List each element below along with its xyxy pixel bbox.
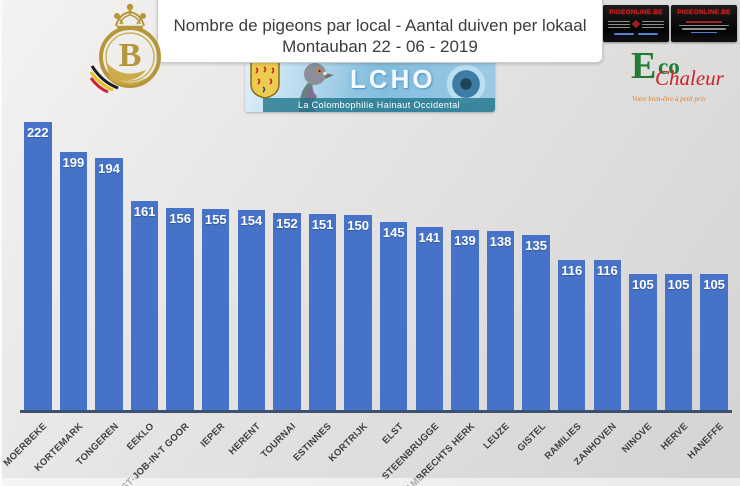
- banner-text-block: [608, 19, 630, 30]
- bar-slot: 116: [554, 122, 590, 410]
- bar: 150: [344, 215, 372, 410]
- bar-slot: 155: [198, 122, 234, 410]
- bar-value-label: 199: [62, 154, 85, 170]
- bar-chart-plot-area: 222 199 194 161 156 155 154 152 151 150 145 141 139 1…: [20, 122, 732, 413]
- chart-title: Nombre de pigeons par local - Aantal dui…: [173, 16, 587, 35]
- banner-text-block: [642, 19, 664, 30]
- bar-slot: 105: [696, 122, 732, 410]
- x-axis-labels: MOERBEKE KORTEMARK TONGEREN EEKLO ST-JOB-IN-…: [1, 421, 726, 486]
- lcho-club-banner: LCHO La Colombophilie Hainaut Occidental: [245, 57, 495, 112]
- bar-slot: 194: [91, 122, 127, 410]
- bar-value-label: 155: [204, 211, 227, 227]
- bar: 105: [664, 273, 693, 410]
- eco-logo-tagline: Votre bien-être à petit prix: [632, 95, 706, 103]
- bar: 141: [415, 227, 444, 410]
- bar-slot: 105: [625, 122, 661, 410]
- banner-text-block: [671, 16, 737, 33]
- bar-slot: 105: [661, 122, 697, 410]
- bar-value-label: 156: [169, 210, 192, 226]
- bar-slot: 145: [376, 122, 412, 410]
- sponsor-banner-pigeonline-1: PIGEONLINE.BE: [603, 5, 669, 42]
- hainaut-shield-icon: [250, 61, 280, 99]
- bar-slot: 152: [269, 122, 305, 410]
- chart-subtitle: Montauban 22 - 06 - 2019: [282, 37, 478, 56]
- bar-value-label: 138: [489, 233, 512, 249]
- bar: 222: [24, 122, 52, 410]
- bar-slot: 116: [590, 122, 626, 410]
- bar-slot: 151: [305, 122, 341, 410]
- bar-value-label: 139: [454, 232, 476, 248]
- bar-slot: 161: [127, 122, 163, 410]
- slide-bottom-edge: [0, 478, 740, 486]
- sponsor-banner-pigeonline-2: PIGEONLINE.BE: [671, 5, 737, 42]
- lcho-wordmark: LCHO: [350, 64, 436, 94]
- eco-logo-letter: E: [631, 45, 657, 87]
- bar-value-label: 116: [561, 262, 583, 278]
- sponsor-banner-title: PIGEONLINE.BE: [677, 9, 731, 16]
- bar-value-label: 116: [596, 262, 618, 278]
- chart-title-box: Nombre de pigeons par local - Aantal dui…: [157, 0, 603, 63]
- bar-value-label: 105: [632, 276, 654, 292]
- bar-value-label: 152: [276, 215, 298, 231]
- bar: 105: [700, 273, 728, 410]
- bar: 156: [166, 207, 194, 410]
- banner-link-row: [603, 32, 669, 37]
- bar: 116: [593, 259, 621, 410]
- eco-chaleur-logo: E co Chaleur Votre bien-être à petit pri…: [629, 45, 740, 106]
- bar-slot: 150: [340, 122, 376, 410]
- bar-value-label: 105: [703, 276, 725, 292]
- bar: 194: [95, 158, 123, 410]
- eco-logo-co: co: [658, 54, 680, 79]
- bar-value-label: 105: [667, 276, 690, 292]
- bar-slot: 154: [234, 122, 270, 410]
- bar: 151: [308, 214, 337, 410]
- bar-slot: 199: [56, 122, 92, 410]
- kbdb-letter-b: B: [119, 37, 142, 74]
- bar: 138: [486, 230, 515, 410]
- bar-slot: 141: [412, 122, 448, 410]
- bar: 161: [130, 201, 159, 410]
- bar-value-label: 141: [418, 230, 441, 246]
- bar: 152: [273, 212, 301, 410]
- lcho-subtitle: La Colombophilie Hainaut Occidental: [263, 98, 495, 112]
- bar: 105: [629, 273, 657, 410]
- bar: 139: [451, 229, 479, 410]
- bar-slot: 222: [20, 122, 56, 410]
- crowned-b-dove-icon: B: [89, 3, 161, 94]
- bar-slot: 156: [162, 122, 198, 410]
- bar-value-label: 151: [311, 217, 334, 233]
- bar: 135: [522, 234, 550, 410]
- bar: 116: [558, 259, 586, 410]
- bar: 199: [59, 151, 88, 410]
- bar: 145: [380, 221, 408, 410]
- bar: 154: [237, 210, 266, 410]
- bar-slot: 138: [483, 122, 519, 410]
- banner-emblem-icon: [631, 20, 641, 29]
- bar-value-label: 194: [98, 161, 120, 177]
- bar-value-label: 161: [133, 204, 156, 220]
- bar-value-label: 135: [525, 237, 547, 253]
- bar-value-label: 222: [26, 125, 49, 140]
- eco-logo-chaleur: Chaleur: [655, 66, 724, 90]
- bar-value-label: 154: [240, 213, 263, 229]
- sponsor-banner-title: PIGEONLINE.BE: [609, 9, 663, 16]
- bar-slot: 135: [518, 122, 554, 410]
- bar-value-label: 145: [382, 224, 405, 240]
- bar-value-label: 150: [347, 218, 369, 234]
- bar-slot: 139: [447, 122, 483, 410]
- kbdb-pigeon-federation-logo: B: [84, 2, 176, 96]
- bar: 155: [202, 208, 230, 410]
